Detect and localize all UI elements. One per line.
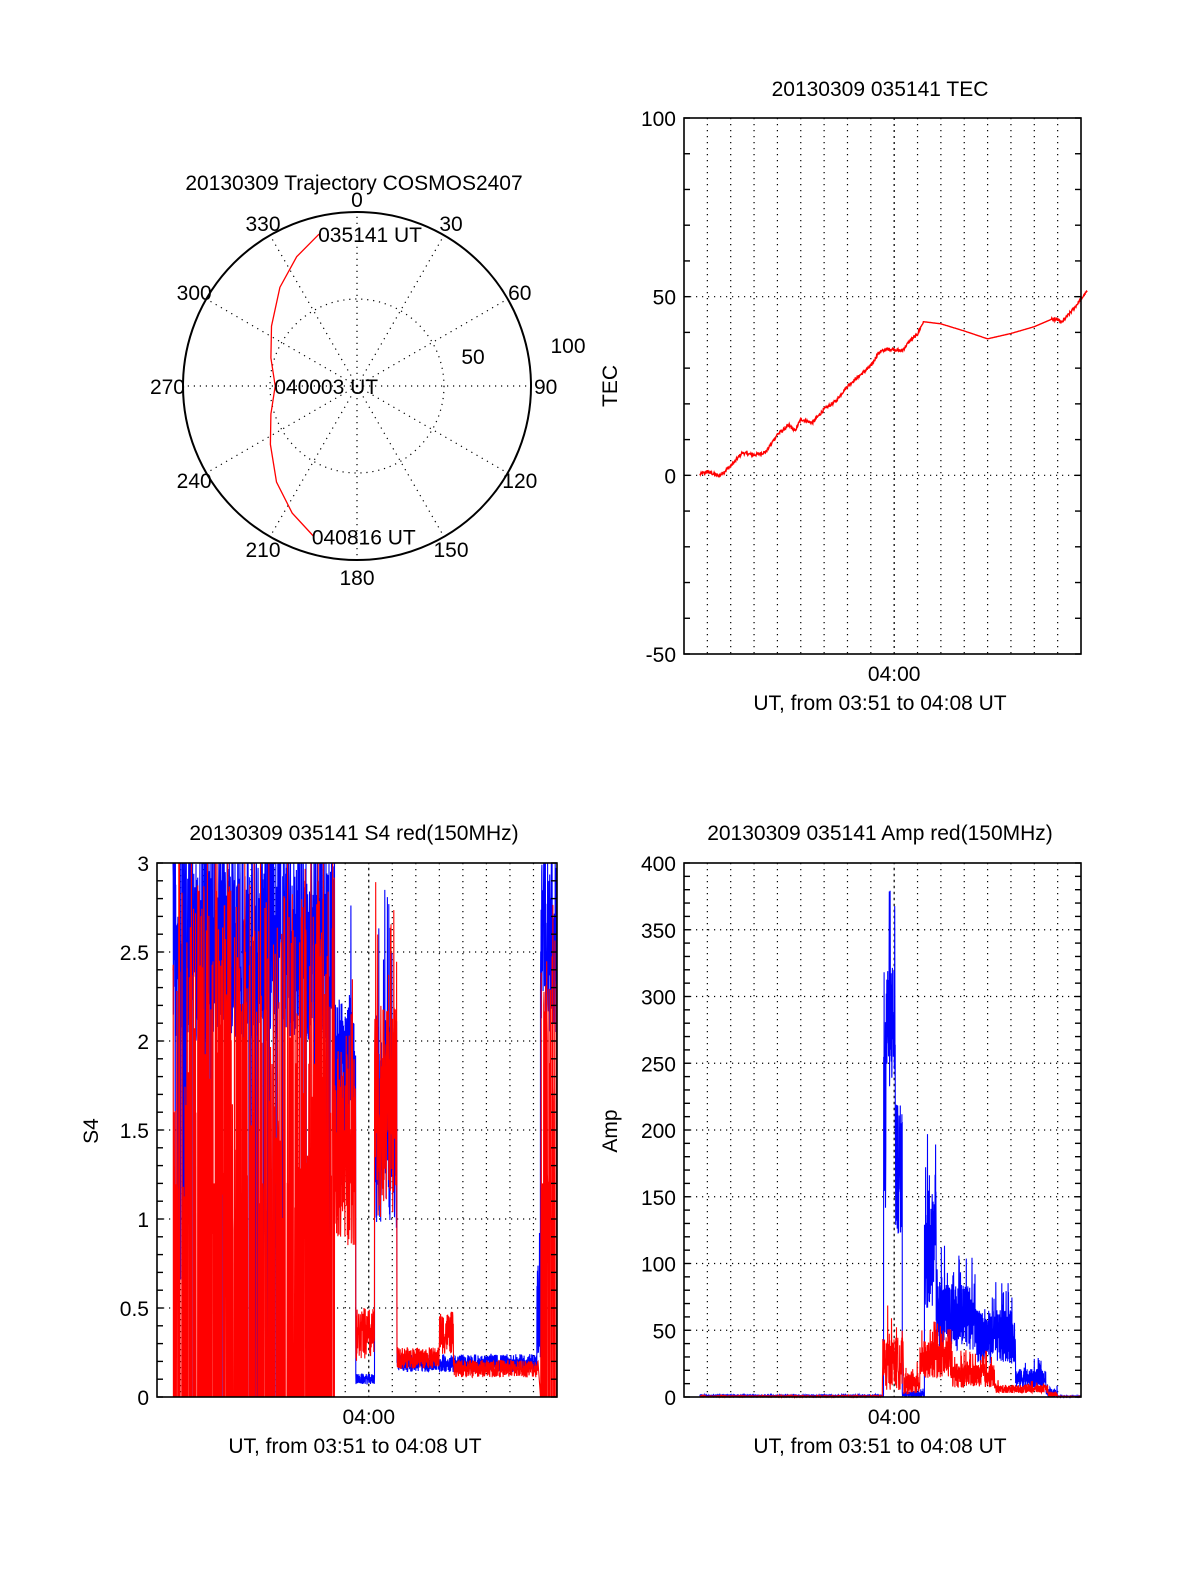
s4-axes: 0 0.5 1 1.5 2 2.5 3 04:00 xyxy=(120,853,558,1429)
s4-chart: 20130309 035141 S4 red(150MHz) UT, from … xyxy=(80,822,558,1458)
polar-spoke-60 xyxy=(356,298,508,387)
s4-y-tick-label: 0 xyxy=(137,1387,149,1410)
tec-x-tick-label: 04:00 xyxy=(868,663,921,686)
trajectory-title: 20130309 Trajectory COSMOS2407 xyxy=(185,172,522,195)
polar-angle-label-120: 120 xyxy=(502,470,537,493)
s4-y-tick-label: 2.5 xyxy=(120,942,149,965)
tec-grid xyxy=(684,118,1081,654)
amp-y-tick-label: 400 xyxy=(641,853,676,876)
s4-y-label: S4 xyxy=(80,1118,103,1144)
tec-y-tick-label: 0 xyxy=(664,465,676,488)
polar-annotations: 035141 UT 040003 UT 040816 UT xyxy=(274,224,422,549)
polar-outer-ring xyxy=(182,211,532,561)
amp-axes: 0 50 100 150 200 250 300 350 400 04:00 xyxy=(641,853,1082,1429)
polar-angle-label-300: 300 xyxy=(177,282,212,305)
polar-spoke-150 xyxy=(356,385,445,537)
polar-spoke-330 xyxy=(269,235,358,387)
amp-grid xyxy=(684,863,1081,1397)
tec-frame xyxy=(683,117,1082,655)
polar-angle-label-180: 180 xyxy=(339,567,374,590)
polar-angle-label-60: 60 xyxy=(508,282,531,305)
amp-series xyxy=(699,890,1082,1399)
tec-chart: 20130309 035141 TEC -50 0 50 100 04:00 UT, f… xyxy=(599,78,1088,715)
polar-angle-label-150: 150 xyxy=(433,539,468,562)
s4-series xyxy=(172,863,557,1397)
polar-angle-label-270: 270 xyxy=(150,376,185,399)
s4-series-red-group xyxy=(172,863,557,1397)
amp-x-label: UT, from 03:51 to 04:08 UT xyxy=(753,1435,1006,1458)
amp-y-tick-label: 250 xyxy=(641,1053,676,1076)
s4-y-tick-label: 1.5 xyxy=(120,1120,149,1143)
polar-spoke-30 xyxy=(356,235,445,387)
tec-y-tick-label: 50 xyxy=(653,287,676,310)
tec-title: 20130309 035141 TEC xyxy=(772,78,989,101)
polar-grid xyxy=(182,211,532,561)
amp-y-tick-label: 0 xyxy=(664,1387,676,1410)
amp-y-tick-label: 100 xyxy=(641,1254,676,1277)
s4-x-tick-label: 04:00 xyxy=(342,1406,395,1429)
amp-x-tick-label: 04:00 xyxy=(868,1406,921,1429)
polar-angle-label-90: 90 xyxy=(534,376,557,399)
polar-angle-label-30: 30 xyxy=(439,213,462,236)
amp-y-tick-label: 350 xyxy=(641,920,676,943)
amp-y-tick-label: 150 xyxy=(641,1187,676,1210)
s4-y-tick-label: 0.5 xyxy=(120,1298,149,1321)
amp-y-tick-label: 300 xyxy=(641,987,676,1010)
s4-series-red-line xyxy=(172,863,557,1397)
polar-spoke-210 xyxy=(269,385,358,537)
tec-axes: -50 0 50 100 04:00 xyxy=(641,108,1082,686)
amp-chart: 20130309 035141 Amp red(150MHz) UT, from… xyxy=(599,822,1082,1458)
polar-radial-label-100: 100 xyxy=(550,335,585,358)
polar-annotation-middle: 040003 UT xyxy=(274,376,378,399)
tec-x-label: UT, from 03:51 to 04:08 UT xyxy=(753,692,1006,715)
s4-x-label: UT, from 03:51 to 04:08 UT xyxy=(228,1435,481,1458)
polar-radial-label-50: 50 xyxy=(461,346,484,369)
polar-angle-labels: 0 30 60 90 120 150 180 210 240 270 300 330 50 100 xyxy=(150,189,586,590)
polar-spoke-300 xyxy=(206,298,358,387)
amp-y-label: Amp xyxy=(599,1109,622,1152)
polar-annotation-end: 040816 UT xyxy=(312,527,416,550)
amp-y-tick-label: 200 xyxy=(641,1120,676,1143)
amp-title: 20130309 035141 Amp red(150MHz) xyxy=(707,822,1053,845)
polar-spoke-240 xyxy=(206,385,358,474)
tec-y-tick-label: -50 xyxy=(646,644,676,667)
polar-angle-label-330: 330 xyxy=(245,213,280,236)
trajectory-polar-chart: 20130309 Trajectory COSMOS2407 0 30 60 90 12… xyxy=(150,172,586,590)
tec-y-label: TEC xyxy=(599,365,622,407)
polar-annotation-start: 035141 UT xyxy=(318,224,422,247)
tec-y-tick-label: 100 xyxy=(641,108,676,131)
polar-angle-label-0: 0 xyxy=(351,189,363,212)
s4-y-tick-label: 3 xyxy=(137,853,149,876)
tec-series xyxy=(699,290,1088,478)
polar-ring-50 xyxy=(269,298,445,474)
s4-y-tick-label: 2 xyxy=(137,1031,149,1054)
amp-series-blue-line xyxy=(699,890,1082,1399)
polar-trajectory-series xyxy=(269,233,320,537)
s4-title: 20130309 035141 S4 red(150MHz) xyxy=(189,822,518,845)
tec-series-line xyxy=(699,290,1088,478)
polar-angle-label-240: 240 xyxy=(177,470,212,493)
polar-angle-label-210: 210 xyxy=(245,539,280,562)
polar-spoke-120 xyxy=(356,385,508,474)
s4-y-tick-label: 1 xyxy=(137,1209,149,1232)
amp-y-tick-label: 50 xyxy=(653,1320,676,1343)
